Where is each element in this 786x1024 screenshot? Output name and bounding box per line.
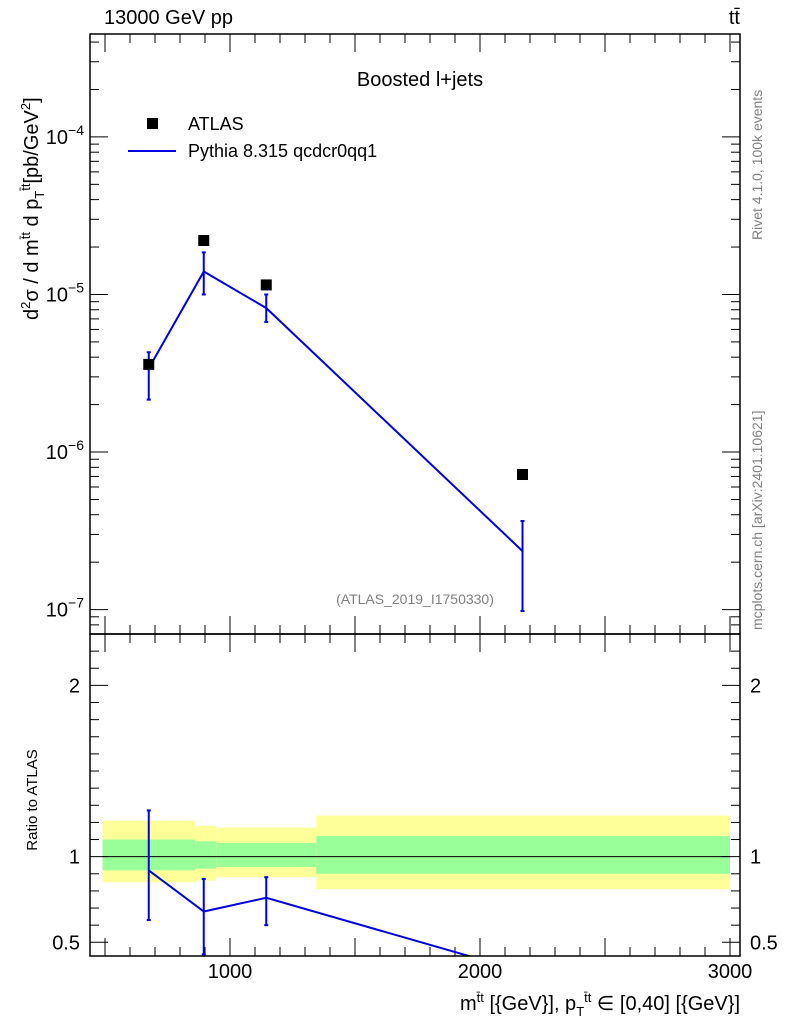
x-axis-label: mt̄t [{GeV}], pTt̄t ∈ [0,40] [{GeV}] [460,990,740,1019]
main-y-tick-label: 10−4 [46,122,84,149]
analysis-id-watermark: (ATLAS_2019_I1750330) [336,591,494,607]
pythia-series-line [147,270,524,552]
ratio-series-line [148,869,473,956]
ratio-band-green [216,842,317,867]
ratio-y-tick-label-right: 1 [750,847,761,869]
rivet-version-label: Rivet 4.1.0, 100k events [749,90,765,240]
legend: ATLAS Pythia 8.315 qcdcr0qq1 [128,114,377,161]
ratio-panel-frame [89,633,741,957]
mcplots-label: mcplots.cern.ch [arXiv:2401.10621] [749,411,765,630]
ratio-tick-labels: 0.5 0.5 1 1 2 2 1000 2000 3000 [52,675,778,983]
x-tick-label: 3000 [708,961,753,983]
header-energy-label: 13000 GeV pp [104,7,233,29]
ratio-band-green [316,836,730,874]
ratio-data-layer [146,809,473,956]
main-panel-title: Boosted l+jets [357,69,483,91]
main-axis-ticks [90,34,740,635]
legend-pythia-label: Pythia 8.315 qcdcr0qq1 [188,141,377,161]
ratio-panel: 0.5 0.5 1 1 2 2 1000 2000 3000 Ratio to ATLAS mt… [24,633,778,1019]
ratio-y-tick-label: 0.5 [52,932,80,954]
main-y-tick-label: 10−7 [46,595,84,622]
header-process-label: tt̄ [729,7,741,29]
main-y-tick-label: 10−5 [46,279,84,306]
main-y-tick-labels: 10−7 10−6 10−5 10−4 [46,122,84,622]
atlas-data-point [143,358,155,370]
legend-atlas-label: ATLAS [188,114,244,134]
ratio-y-tick-label: 1 [69,847,80,869]
atlas-data-point [198,235,210,247]
legend-atlas-marker [147,118,158,129]
ratio-y-tick-label: 2 [69,675,80,697]
ratio-band-green [195,841,217,869]
main-panel: 10−7 10−6 10−5 10−4 Boosted l+jets (ATLAS_2… [18,33,741,635]
main-y-axis-label: d2σ / d mt̄t d pTt̄t[pb/GeV2] [18,97,47,320]
x-tick-label: 1000 [208,961,253,983]
ratio-y-tick-label-right: 0.5 [750,932,778,954]
x-tick-label: 2000 [458,961,503,983]
ratio-uncertainty-bands [102,815,730,890]
atlas-data-point [260,279,272,291]
ratio-y-tick-label-right: 2 [750,675,761,697]
ratio-series-group [146,809,473,956]
atlas-data-point [517,469,528,481]
main-y-tick-label: 10−6 [46,437,84,464]
main-data-layer [143,235,528,612]
ratio-y-axis-label: Ratio to ATLAS [24,749,41,850]
ratio-axis-ticks [90,634,740,956]
